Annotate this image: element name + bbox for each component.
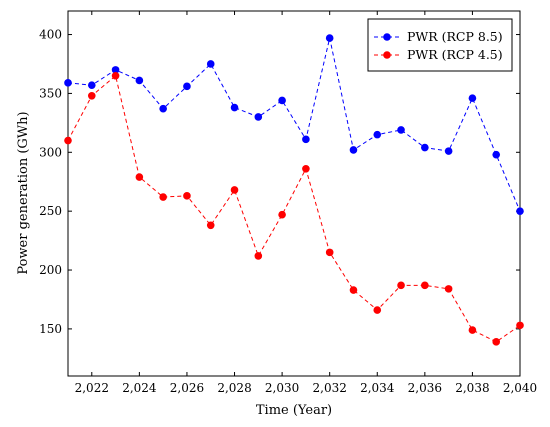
x-tick-label: 2,034 [360,381,395,395]
data-point-rcp85 [159,104,167,113]
y-axis-label: Power generation (GWh) [16,111,31,274]
data-point-rcp45 [159,193,167,201]
x-tick-label: 2,022 [75,381,109,395]
data-point-rcp85 [397,126,405,134]
x-tick-label: 2,026 [170,381,204,395]
data-point-rcp85 [135,76,144,85]
data-point-rcp85 [444,147,453,155]
y-tick-label: 250 [39,204,62,218]
data-point-rcp85 [468,94,477,102]
data-point-rcp85 [230,103,239,112]
data-point-rcp85 [183,82,191,91]
data-point-rcp85 [492,150,501,159]
data-point-rcp85 [421,143,429,152]
data-point-rcp85 [302,135,310,144]
x-tick-label: 2,036 [408,381,442,395]
data-point-rcp45 [325,248,334,257]
data-point-rcp45 [230,186,239,194]
data-point-rcp85 [325,34,334,42]
x-tick-label: 2,040 [503,381,537,395]
legend-label-rcp45: PWR (RCP 4.5) [407,47,503,62]
series-layer [64,34,524,346]
data-point-rcp45 [468,326,477,334]
data-point-rcp85 [254,113,263,121]
data-point-rcp85 [373,130,382,139]
data-point-rcp45 [373,306,382,314]
data-point-rcp45 [302,164,310,173]
plot-area-frame [67,10,521,377]
legend-swatch-marker-rcp85 [383,33,391,41]
data-point-rcp85 [64,79,72,87]
legend: PWR (RCP 8.5) PWR (RCP 4.5) [367,18,513,72]
data-point-rcp85 [111,66,120,74]
legend-swatch-marker-rcp45 [383,51,391,59]
x-tick-label: 2,024 [122,381,157,395]
x-axis-ticks: 2,022 2,024 2,026 2,028 2,030 2,032 2,034 2,036… [75,11,537,395]
data-point-rcp45 [516,321,524,330]
data-point-rcp85 [87,81,96,89]
y-tick-label: 150 [39,322,62,336]
x-tick-label: 2,030 [265,381,299,395]
y-tick-label: 200 [39,263,62,277]
y-tick-label: 400 [39,28,62,42]
data-point-rcp45 [397,281,405,290]
data-point-rcp45 [254,252,263,260]
y-axis-ticks: 150 200 250 300 350 400 [39,28,520,336]
data-point-rcp85 [278,96,286,105]
data-point-rcp45 [421,281,429,290]
data-point-rcp45 [492,338,501,346]
y-tick-label: 350 [39,86,62,100]
x-axis-label: Time (Year) [256,403,332,418]
data-point-rcp45 [183,192,191,200]
y-tick-label: 300 [39,145,62,159]
data-point-rcp45 [64,136,72,145]
data-point-rcp45 [111,71,120,80]
x-tick-label: 2,028 [217,381,251,395]
series-line-rcp85 [67,37,521,212]
data-point-rcp85 [206,60,215,68]
data-point-rcp45 [278,210,286,219]
data-point-rcp45 [349,286,358,294]
legend-label-rcp85: PWR (RCP 8.5) [407,29,503,44]
data-point-rcp45 [206,221,215,230]
series-line-rcp45 [67,74,521,343]
data-point-rcp45 [444,285,453,293]
x-tick-label: 2,038 [455,381,489,395]
data-point-rcp85 [516,207,524,215]
data-point-rcp45 [135,173,144,181]
x-tick-label: 2,032 [313,381,347,395]
data-point-rcp45 [87,91,96,100]
data-point-rcp85 [349,146,358,154]
legend-box [367,18,513,72]
